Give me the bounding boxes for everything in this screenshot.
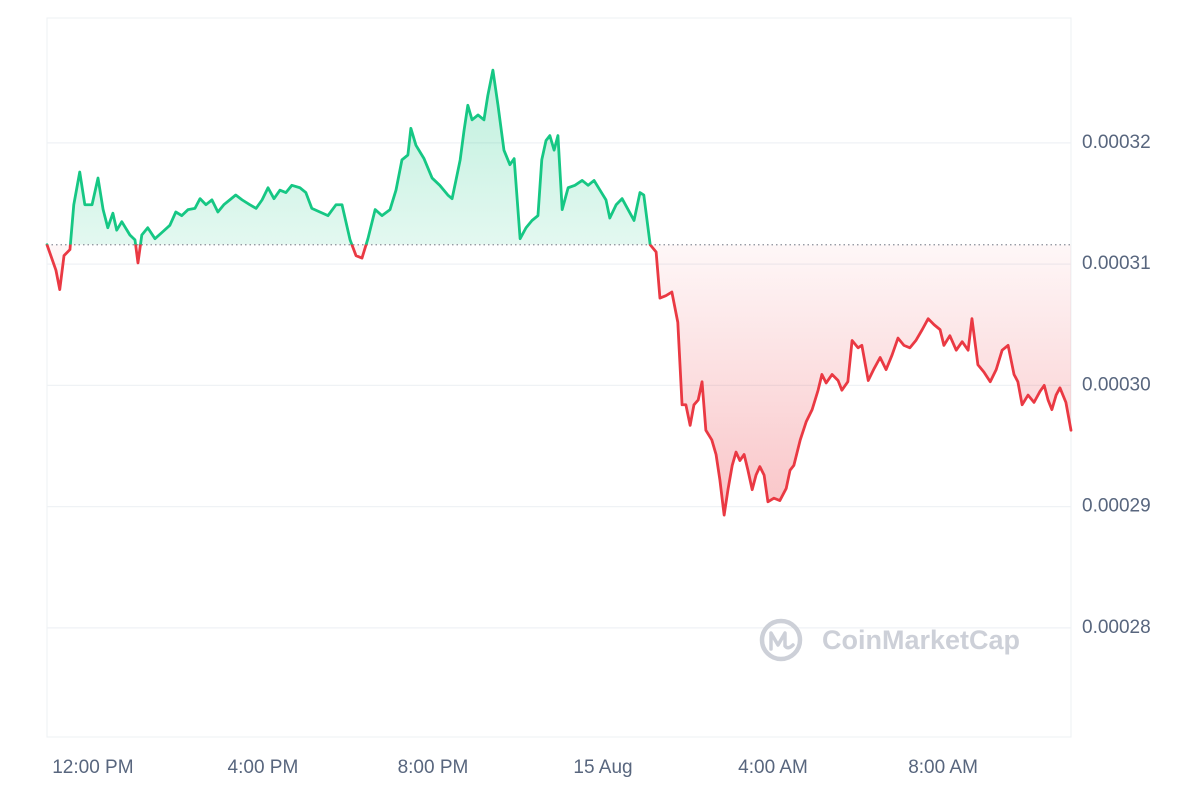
- x-tick-label: 4:00 PM: [228, 757, 299, 778]
- plot: [45, 68, 1073, 517]
- x-tick-label: 4:00 AM: [738, 757, 808, 778]
- watermark: CoinMarketCap: [759, 618, 1020, 662]
- x-tick-label: 8:00 PM: [398, 757, 469, 778]
- watermark-logo: [759, 618, 803, 662]
- y-tick-label: 0.00030: [1082, 374, 1151, 395]
- y-tick-label: 0.00028: [1082, 617, 1151, 638]
- axes: 0.00028 0.00029 0.00030 0.00031 0.00032 12:00…: [52, 132, 1150, 778]
- x-tick-label: 12:00 PM: [52, 757, 133, 778]
- y-tick-label: 0.00031: [1082, 253, 1151, 274]
- x-tick-label: 15 Aug: [573, 757, 632, 778]
- y-tick-label: 0.00032: [1082, 132, 1151, 153]
- watermark-text: CoinMarketCap: [822, 625, 1020, 655]
- price-line: [45, 68, 1073, 517]
- x-tick-label: 8:00 AM: [908, 757, 978, 778]
- y-tick-label: 0.00029: [1082, 496, 1151, 517]
- watermark-logo-mark: [769, 631, 795, 651]
